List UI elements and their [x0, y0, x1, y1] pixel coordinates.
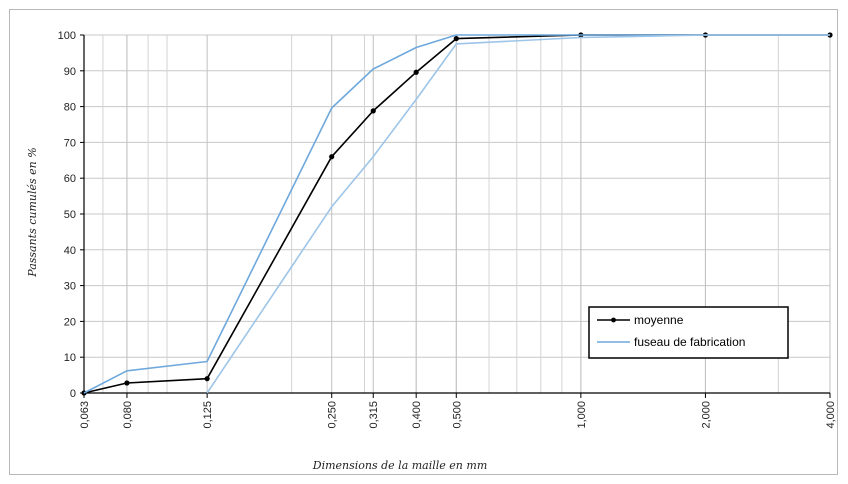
x-tick-label: 0,080 [122, 401, 134, 429]
data-point [124, 380, 130, 386]
axes [80, 34, 831, 398]
y-tick-label: 30 [64, 281, 76, 293]
x-tick-label: 4,000 [825, 401, 837, 429]
data-point [329, 154, 335, 160]
y-tick-label: 70 [64, 137, 76, 149]
y-tick-label: 100 [58, 30, 76, 42]
series-line-1 [83, 34, 830, 394]
x-tick-label: 0,063 [79, 401, 91, 429]
data-point [370, 108, 376, 114]
tick-labels: 0 10 20 30 40 50 60 70 80 90 100 0,063 0,080 0,125 0,2… [58, 30, 837, 429]
x-tick-label: 0,315 [368, 401, 380, 429]
series-line-2 [206, 34, 830, 394]
y-tick-label: 80 [64, 102, 76, 114]
x-tick-label: 0,400 [411, 401, 423, 429]
legend: moyenne fuseau de fabrication [588, 306, 789, 359]
y-tick-label: 40 [64, 245, 76, 257]
legend-marker [611, 317, 616, 323]
x-tick-label: 0,125 [202, 401, 214, 429]
y-tick-label: 0 [70, 388, 76, 400]
x-tick-label: 1,000 [576, 401, 588, 429]
y-tick-label: 10 [64, 352, 76, 364]
x-tick-label: 0,250 [327, 401, 339, 429]
x-tick-label: 2,000 [700, 401, 712, 429]
x-tick-label: 0,500 [451, 401, 463, 429]
x-axis-title: Dimensions de la maille en mm [312, 459, 488, 472]
data-point [413, 69, 419, 75]
chart-frame [9, 9, 838, 475]
y-tick-label: 90 [64, 66, 76, 78]
legend-label: moyenne [634, 313, 684, 327]
y-tick-label: 60 [64, 173, 76, 185]
data-point [204, 376, 210, 382]
data-point [453, 35, 459, 42]
y-tick-label: 50 [64, 209, 76, 221]
series-lines [81, 32, 833, 396]
y-tick-label: 20 [64, 316, 76, 328]
legend-box [588, 306, 789, 359]
y-axis-title: Passants cumulés en % [26, 147, 39, 277]
legend-label: fuseau de fabrication [634, 335, 745, 349]
